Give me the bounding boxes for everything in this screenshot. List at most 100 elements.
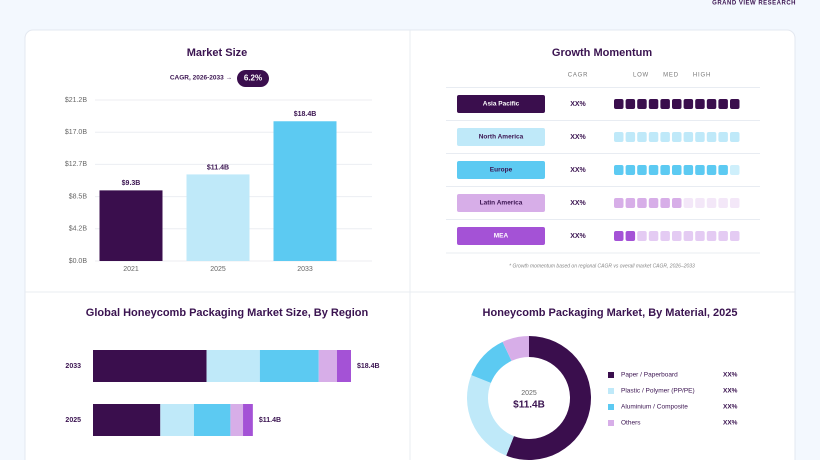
donut-slice [506,336,591,460]
bar [273,121,337,261]
legend-value: XX% [723,388,738,395]
momentum-cell [660,165,670,175]
momentum-cell [730,99,740,109]
bar-segment [93,404,161,436]
momentum-cell [730,165,740,175]
region-name: Asia Pacific [483,101,520,108]
y-tick-label: $8.5B [69,193,88,200]
momentum-cell [625,165,636,175]
category-label: 2033 [65,363,81,370]
momentum-cell [718,231,728,241]
momentum-cell [614,132,624,142]
momentum-cell [625,198,636,208]
momentum-cell [648,99,659,109]
value-label: $11.4B [207,164,229,171]
chart-title: Global Honeycomb Packaging Market Size, … [86,307,369,319]
region-name: Europe [490,167,513,174]
momentum-cell [683,231,694,241]
momentum-cell [660,99,670,109]
center-total: $11.4B [513,400,545,411]
momentum-cell [648,132,659,142]
donut-slice [502,336,529,361]
momentum-cell [695,99,705,109]
region-pill [457,161,545,179]
value-label: $18.4B [294,111,317,118]
legend-swatch [608,388,614,394]
momentum-cell [672,132,682,142]
chart-title: Market Size [187,47,248,59]
momentum-cell [614,231,624,241]
legend-label: Plastic / Polymer (PP/PE) [621,388,695,395]
momentum-cell [695,165,705,175]
column-header: LOW [633,73,649,79]
momentum-cell [648,198,659,208]
momentum-cell [730,132,740,142]
footnote: * Growth momentum based on regional CAGR… [509,263,695,269]
donut-slice [466,375,514,456]
cagr-value: XX% [570,134,586,141]
y-tick-label: $21.2B [65,97,88,104]
momentum-cell [706,231,717,241]
y-tick-label: $0.0B [69,258,88,265]
region-name: North America [479,134,524,141]
brand: GRAND VIEW RESEARCH [712,1,796,7]
donut-slice [471,341,512,383]
y-tick-label: $4.2B [69,226,88,233]
momentum-cell [625,231,636,241]
momentum-cell [648,165,659,175]
momentum-cell [614,165,624,175]
momentum-cell [683,165,694,175]
x-tick-label: 2021 [123,266,139,273]
momentum-cell [660,198,670,208]
cagr-value: XX% [570,167,586,174]
momentum-cell [614,198,624,208]
momentum-cell [706,198,717,208]
cagr-label: CAGR, 2026-2033 → [170,75,232,82]
bar-segment [318,350,337,382]
momentum-cell [718,198,728,208]
bar-segment [259,350,319,382]
bar-segment [160,404,194,436]
bar [99,190,163,261]
momentum-cell [672,165,682,175]
momentum-cell [718,165,728,175]
momentum-cell [695,231,705,241]
momentum-cell [706,132,717,142]
momentum-cell [625,132,636,142]
bar-segment [93,350,207,382]
legend-value: XX% [723,404,738,411]
bar-segment [230,404,244,436]
momentum-cell [660,132,670,142]
legend-label: Aluminium / Composite [621,404,688,411]
legend-value: XX% [723,372,738,379]
momentum-cell [614,99,624,109]
total-label: $18.4B [357,363,380,370]
bar-segment [206,350,260,382]
momentum-cell [695,198,705,208]
x-tick-label: 2025 [210,266,226,273]
center-year: 2025 [521,390,537,397]
legend-label: Others [621,420,641,427]
momentum-cell [637,231,647,241]
momentum-cell [660,231,670,241]
y-tick-label: $17.0B [65,129,88,136]
region-pill [457,227,545,245]
legend-swatch [608,372,614,378]
cagr-value: XX% [570,101,586,108]
momentum-cell [637,99,647,109]
momentum-cell [683,198,694,208]
cagr-badge [237,70,269,87]
momentum-cell [683,99,694,109]
momentum-cell [625,99,636,109]
momentum-cell [683,132,694,142]
cagr-value: XX% [570,233,586,240]
momentum-cell [637,198,647,208]
legend-swatch [608,404,614,410]
momentum-cell [718,132,728,142]
momentum-cell [706,165,717,175]
column-header: HIGH [693,73,711,79]
bar [186,174,250,261]
momentum-cell [672,99,682,109]
